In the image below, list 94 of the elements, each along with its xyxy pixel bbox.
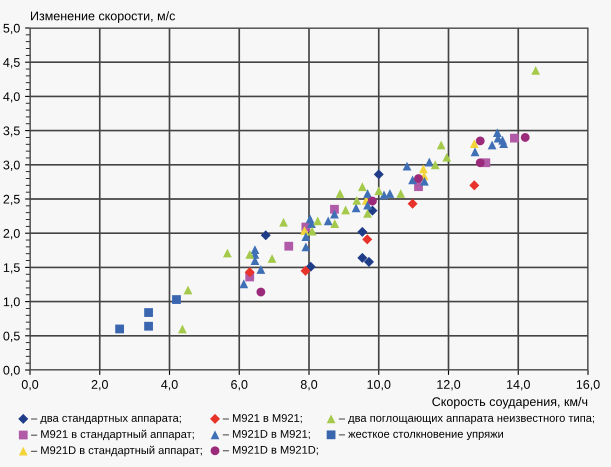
point [364, 256, 374, 267]
legend-label: – M921D в M921; [222, 430, 310, 440]
point [414, 174, 423, 183]
point [367, 206, 378, 216]
point [470, 139, 479, 148]
point [301, 242, 310, 252]
x-tick-label: 2,0 [92, 380, 108, 390]
legend-label: – M921D в M921D; [222, 446, 318, 456]
point [172, 295, 181, 304]
point [476, 158, 485, 168]
point [488, 140, 496, 150]
x-tick-label: 12,0 [437, 380, 460, 390]
point [430, 160, 440, 170]
point [476, 136, 485, 146]
point [424, 158, 434, 166]
point [396, 189, 406, 198]
point [301, 232, 310, 242]
point [363, 208, 372, 218]
point [470, 147, 480, 156]
point [368, 196, 377, 206]
y-tick-label: 1,5 [4, 263, 20, 274]
point [374, 169, 384, 180]
point [260, 230, 271, 240]
y-tick-label: 3,0 [3, 160, 20, 171]
y-tick-label: 2,5 [4, 194, 20, 206]
point [352, 196, 362, 205]
point [357, 252, 368, 263]
legend-label: – M921D в стандартный аппарат; [31, 446, 202, 456]
point [357, 226, 368, 237]
point [144, 308, 153, 317]
point [115, 324, 124, 334]
y-axis-title: Изменение скорости, м/с [31, 11, 176, 23]
point [469, 180, 480, 190]
point [330, 210, 339, 218]
point [341, 206, 350, 214]
x-tick-label: 4,0 [161, 380, 178, 390]
point [244, 267, 255, 278]
x-tick-label: 14,0 [507, 380, 530, 390]
point [520, 133, 530, 142]
point [223, 248, 232, 258]
point [144, 322, 153, 331]
legend-label: – жесткое столкновение упряжи [338, 432, 503, 440]
x-tick-label: 8,0 [300, 380, 318, 390]
y-tick-label: 1,0 [4, 297, 20, 308]
point [256, 265, 266, 274]
point [330, 219, 340, 228]
point [239, 279, 248, 288]
point [245, 250, 254, 259]
y-tick-label: 4,0 [3, 92, 20, 103]
point [284, 242, 294, 251]
x-axis-title: Скорость соударения, км/ч [432, 396, 588, 409]
point [420, 176, 429, 186]
legend-label: – два поглощающих аппарата неизвестного типа; [338, 416, 594, 424]
y-tick-label: 5,0 [3, 24, 20, 34]
x-tick-label: 0,0 [22, 380, 38, 390]
point [380, 190, 388, 200]
y-tick-label: 0,0 [3, 366, 20, 376]
x-tick-label: 10,0 [368, 380, 390, 390]
point [363, 189, 372, 198]
point [362, 234, 372, 244]
point [279, 218, 288, 227]
point [436, 140, 446, 150]
x-tick-label: 16,0 [576, 380, 600, 390]
x-tick-label: 6,0 [231, 380, 248, 390]
y-tick-label: 0,5 [3, 332, 20, 342]
point [256, 288, 266, 296]
y-tick-label: 2,0 [4, 229, 20, 240]
legend-label: – два стандартных аппарата; [31, 416, 181, 424]
point [306, 262, 316, 272]
legend-label: – M921 в M921; [222, 414, 302, 424]
point [402, 162, 412, 171]
point [363, 200, 372, 210]
point [178, 324, 187, 334]
point [374, 186, 384, 196]
legend-label: – M921 в стандартный аппарат; [31, 430, 194, 440]
point [313, 216, 322, 226]
point [300, 266, 311, 276]
point [352, 204, 360, 212]
point [408, 198, 418, 209]
point [330, 204, 339, 214]
point [336, 189, 344, 198]
point [408, 175, 417, 184]
y-tick-label: 4,5 [3, 58, 20, 68]
point [510, 134, 519, 143]
point [308, 226, 317, 236]
point [184, 286, 192, 294]
point [419, 164, 428, 174]
point [531, 66, 540, 75]
point [324, 216, 333, 226]
point [442, 152, 452, 162]
point [358, 182, 367, 192]
point [386, 189, 394, 198]
point [268, 254, 276, 263]
y-tick-label: 3,5 [3, 126, 20, 137]
